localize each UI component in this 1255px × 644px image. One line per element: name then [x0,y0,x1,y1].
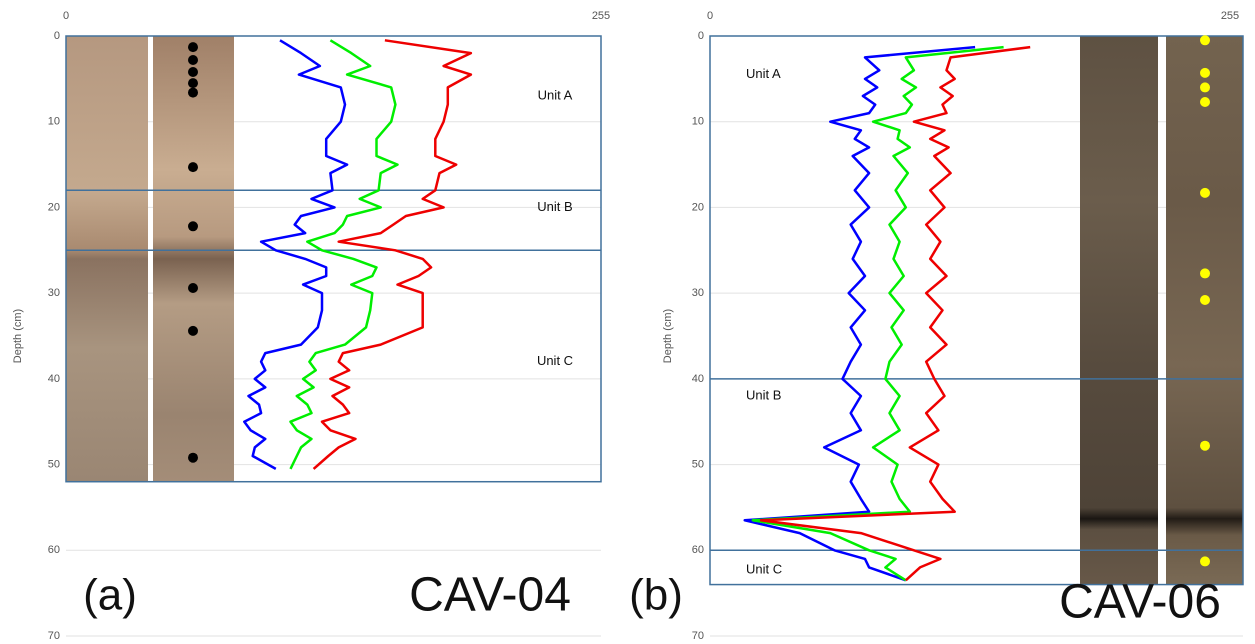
x-tick-label: 255 [1221,10,1239,22]
core-color-strip [153,36,234,482]
sample-dot [188,452,198,463]
core-box [65,35,602,483]
x-tick-label: 0 [63,10,69,22]
core-label: CAV-04 [409,569,571,622]
sample-dot [188,283,198,293]
y-tick-label: 60 [692,544,704,556]
rgb-curve [243,39,349,470]
x-tick-label: 255 [592,10,610,22]
unit-label: Unit A [538,87,573,102]
y-tick-label: 10 [692,116,704,128]
panel-label: (b) [629,571,683,620]
panel-label: (a) [83,571,137,620]
sample-dot [1200,187,1210,198]
core-box [709,35,1244,586]
core-photo [1080,36,1158,585]
sample-dot [1200,35,1210,46]
sample-dot [1200,295,1210,305]
unit-label: Unit B [746,387,781,402]
y-tick-label: 40 [692,373,704,385]
rgb-curve [759,45,1031,582]
y-tick-label: 0 [698,30,704,42]
sample-dot [188,67,198,77]
panels: 0 10 20 30 40 50 60 70 0 255 Depth (cm) Unit A Unit … [12,10,1244,642]
unit-label: Unit C [537,353,573,368]
y-tick-label: 60 [48,544,60,556]
y-tick-label: 30 [692,287,704,299]
y-tick-label: 50 [48,458,60,470]
sample-dot [188,42,198,53]
y-axis-label: Depth (cm) [12,309,24,363]
core-photo [66,36,148,482]
core-label: CAV-06 [1059,576,1221,629]
y-tick-label: 40 [48,373,60,385]
sample-dot [188,78,198,89]
sample-dot [188,55,198,65]
sample-dot [1200,440,1210,451]
sample-dot [188,221,198,232]
sample-dot [1200,82,1210,93]
y-tick-label: 30 [48,287,60,299]
rgb-curve [743,45,976,582]
unit-label: Unit B [537,199,572,214]
sample-dot [1200,268,1210,279]
y-tick-label: 20 [48,201,60,213]
x-tick-label: 0 [707,10,713,22]
rgb-curve [751,45,1004,582]
rgb-curve [289,39,399,470]
sample-dot [1200,97,1210,107]
y-tick-label: 50 [692,458,704,470]
sample-dot [188,325,198,336]
core-color-strip [1166,36,1243,585]
y-axis-label: Depth (cm) [662,309,674,363]
unit-label: Unit C [746,561,782,576]
sample-dot [1200,556,1210,567]
y-tick-label: 70 [48,630,60,642]
y-tick-label: 10 [48,116,60,128]
y-tick-label: 0 [54,30,60,42]
rgb-curve [312,39,473,470]
sample-dot [188,162,198,173]
sample-dot [188,87,198,98]
y-tick-label: 20 [692,201,704,213]
y-tick-label: 70 [692,630,704,642]
unit-label: Unit A [746,66,781,81]
sample-dot [1200,67,1210,78]
